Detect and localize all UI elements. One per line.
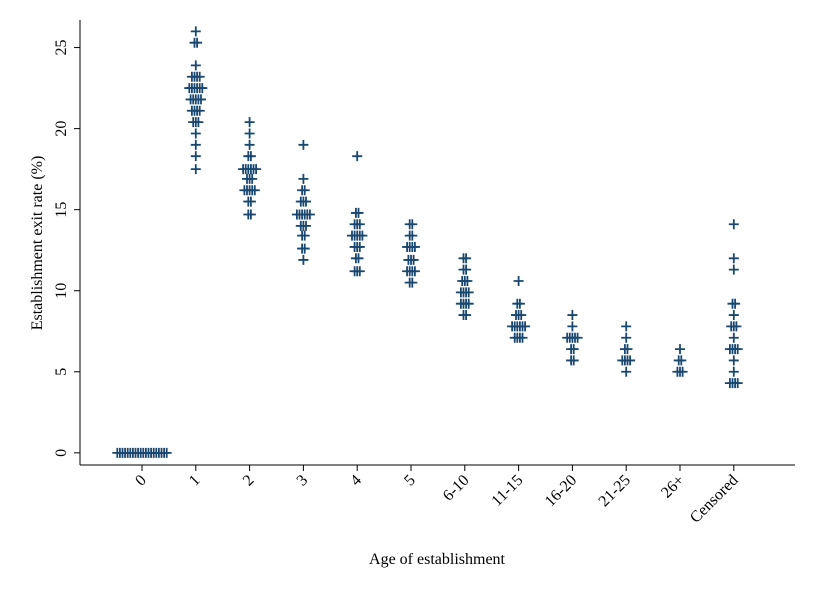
data-point	[247, 173, 258, 184]
data-point	[353, 253, 364, 264]
data-point	[354, 219, 365, 230]
data-point	[193, 117, 204, 128]
data-point	[462, 276, 473, 287]
data-point	[728, 219, 739, 230]
y-tick-label: 10	[53, 283, 70, 299]
data-point	[304, 209, 315, 220]
data-point	[245, 196, 256, 207]
data-point	[463, 298, 474, 309]
data-point	[728, 332, 739, 343]
data-point	[190, 164, 201, 175]
x-axis-title: Age of establishment	[369, 551, 506, 568]
data-point	[567, 321, 578, 332]
data-point	[408, 254, 419, 265]
data-point	[299, 243, 310, 254]
data-point	[516, 310, 527, 321]
data-point	[407, 230, 418, 241]
y-tick-label: 5	[53, 368, 70, 376]
data-point	[625, 355, 636, 366]
data-point	[461, 264, 472, 275]
data-point	[245, 209, 256, 220]
data-point	[301, 220, 311, 231]
data-point	[407, 277, 418, 288]
data-point	[572, 332, 583, 343]
data-point	[298, 173, 309, 184]
y-axis-title: Establishment exit rate (%)	[29, 156, 46, 331]
data-point	[461, 310, 472, 321]
data-point	[409, 241, 420, 252]
data-point	[244, 139, 255, 150]
data-point	[301, 196, 311, 207]
data-point	[568, 355, 579, 366]
data-point	[354, 241, 365, 252]
data-point	[190, 60, 201, 71]
data-point	[407, 219, 418, 230]
data-point	[192, 37, 203, 48]
data-point	[196, 94, 206, 105]
data-point	[728, 253, 739, 264]
data-point	[728, 264, 739, 275]
data-point	[298, 139, 309, 150]
data-point	[461, 253, 472, 264]
data-point	[677, 366, 688, 377]
data-point	[194, 105, 205, 116]
data-point	[194, 71, 205, 82]
data-point	[514, 298, 525, 309]
data-point	[732, 344, 743, 355]
data-point	[676, 355, 687, 366]
data-point	[520, 321, 531, 332]
data-point	[517, 332, 528, 343]
data-point	[732, 378, 743, 389]
data-point	[357, 230, 368, 241]
data-point	[728, 355, 739, 366]
data-point	[298, 254, 309, 265]
data-point	[245, 151, 256, 162]
data-point	[621, 332, 632, 343]
data-point	[568, 344, 579, 355]
data-point	[409, 266, 420, 277]
data-point	[190, 139, 201, 150]
data-point	[299, 230, 310, 241]
data-point	[249, 185, 260, 196]
data-point	[463, 287, 474, 298]
y-tick-label: 15	[53, 202, 70, 218]
data-point	[622, 344, 633, 355]
data-point	[299, 185, 310, 196]
data-point	[190, 26, 201, 37]
data-point	[190, 151, 201, 162]
data-point	[161, 447, 172, 458]
data-point	[190, 128, 201, 139]
data-point	[621, 366, 632, 377]
data-point	[513, 276, 524, 287]
data-point	[728, 310, 739, 321]
data-point	[352, 151, 363, 162]
data-point	[244, 117, 255, 128]
data-point	[353, 207, 364, 218]
y-tick-label: 20	[53, 121, 70, 137]
data-point	[251, 164, 262, 175]
y-tick-label: 25	[53, 40, 70, 56]
data-point	[621, 321, 632, 332]
data-point	[567, 310, 578, 321]
data-point	[675, 344, 685, 355]
data-point	[728, 366, 739, 377]
data-point	[730, 298, 741, 309]
data-point	[354, 266, 365, 277]
data-point	[244, 128, 255, 139]
data-point	[197, 83, 208, 94]
data-point	[731, 321, 742, 332]
y-tick-label: 0	[53, 449, 70, 457]
